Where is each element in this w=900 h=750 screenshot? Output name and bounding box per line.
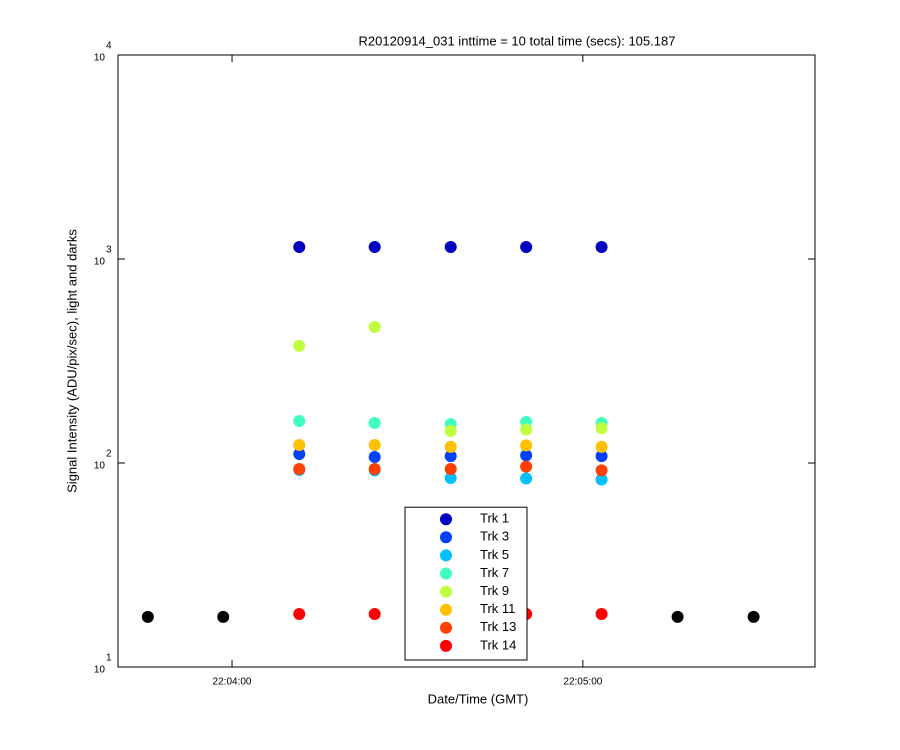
data-point (520, 439, 533, 452)
data-point (217, 610, 230, 623)
data-point (520, 472, 533, 485)
data-point (520, 423, 533, 436)
data-point (444, 462, 457, 475)
legend-marker (440, 567, 452, 580)
data-point (671, 610, 684, 623)
legend-label: Trk 13 (480, 619, 516, 634)
data-point (293, 415, 306, 428)
legend-marker (440, 639, 452, 652)
y-tick-exponent: 3 (106, 245, 112, 256)
data-point (444, 450, 457, 463)
legend-label: Trk 7 (480, 565, 509, 580)
x-tick-label: 22:04:00 (213, 677, 252, 688)
data-point (293, 439, 306, 452)
legend-marker (440, 549, 452, 562)
legend-label: Trk 1 (480, 511, 509, 526)
legend-marker (440, 513, 452, 526)
data-point (595, 241, 608, 254)
data-point (444, 440, 457, 453)
data-point (368, 417, 381, 430)
data-point (368, 451, 381, 464)
y-tick-label: 10 (94, 461, 106, 472)
legend-marker (440, 603, 452, 616)
data-point (595, 473, 608, 486)
data-point (595, 607, 608, 620)
y-tick-exponent: 2 (106, 449, 112, 460)
data-point (747, 610, 760, 623)
legend-label: Trk 9 (480, 583, 509, 598)
data-point (293, 339, 306, 352)
data-point (293, 447, 306, 460)
data-point (368, 321, 381, 334)
legend-marker (440, 531, 452, 544)
data-point (293, 462, 306, 475)
legend-box (404, 506, 528, 661)
data-point (293, 241, 306, 254)
data-point (595, 464, 608, 477)
legend-label: Trk 3 (480, 529, 509, 544)
legend-label: Trk 5 (480, 547, 509, 562)
chart-title: R20120914_031 inttime = 10 total time (s… (359, 33, 676, 48)
legend-marker (440, 585, 452, 598)
legend-marker (440, 621, 452, 634)
y-tick-exponent: 1 (106, 653, 112, 664)
data-point (368, 462, 381, 475)
data-point (595, 440, 608, 453)
y-tick-label: 10 (94, 53, 106, 64)
y-tick-label: 10 (94, 665, 106, 676)
legend-label: Trk 11 (480, 601, 515, 616)
data-point (141, 610, 154, 623)
y-tick-exponent: 4 (106, 41, 112, 52)
data-point (444, 425, 457, 438)
data-point (293, 607, 306, 620)
x-tick-label: 22:05:00 (563, 677, 602, 688)
y-axis-label: Signal Intensity (ADU/pix/sec), light an… (64, 229, 79, 493)
data-point (520, 241, 533, 254)
data-point (368, 241, 381, 254)
data-point (520, 460, 533, 473)
data-point (595, 450, 608, 463)
legend-label: Trk 14 (480, 637, 516, 652)
data-point (595, 422, 608, 435)
x-axis-label: Date/Time (GMT) (428, 691, 529, 706)
data-point (444, 241, 457, 254)
data-point (368, 607, 381, 620)
data-point (520, 449, 533, 462)
y-tick-label: 10 (94, 257, 106, 268)
data-point (444, 472, 457, 485)
data-point (368, 439, 381, 452)
legend: Trk 1 Trk 3 Trk 5 Trk 7 Trk 9 Trk 11 Trk 13 Trk… (404, 506, 528, 661)
